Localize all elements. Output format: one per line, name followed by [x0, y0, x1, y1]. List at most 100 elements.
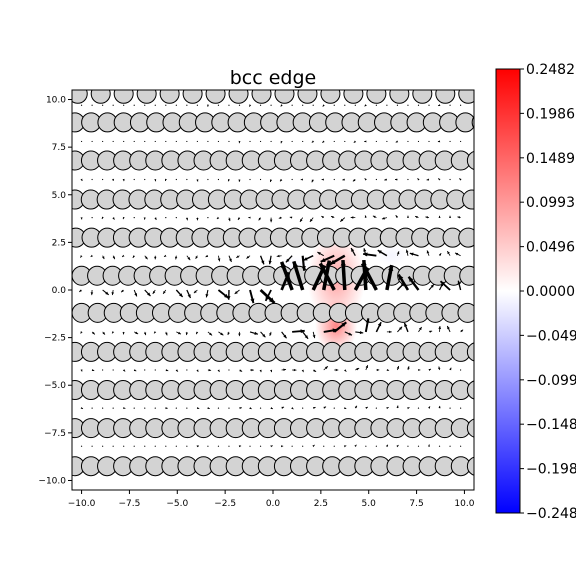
x-tick-label: −5.0: [166, 499, 188, 509]
displacement-arrow: [333, 104, 335, 106]
x-tick-label: −2.5: [214, 499, 236, 509]
displacement-arrow: [418, 368, 421, 372]
colorbar-tick-label: 0.0496: [526, 240, 575, 256]
displacement-arrow: [417, 104, 420, 106]
displacement-arrow: [248, 216, 251, 219]
displacement-arrow: [123, 140, 125, 143]
atom-marker: [343, 90, 364, 104]
displacement-arrow: [112, 369, 114, 371]
displacement-arrow: [428, 140, 430, 143]
displacement-arrow: [174, 255, 178, 260]
displacement-arrow: [153, 331, 157, 334]
displacement-arrow: [281, 368, 287, 372]
displacement-arrow: [449, 407, 451, 409]
displacement-arrow: [301, 255, 306, 271]
displacement-arrow: [449, 445, 451, 447]
displacement-arrow: [238, 445, 242, 448]
displacement-arrow: [121, 254, 125, 258]
atom-marker: [458, 227, 474, 248]
displacement-arrow: [438, 252, 442, 256]
displacement-arrow: [407, 104, 409, 106]
displacement-arrow: [350, 216, 356, 219]
atom-marker: [466, 380, 474, 400]
atom-marker: [228, 90, 249, 104]
displacement-arrow: [292, 329, 305, 334]
atom-marker: [462, 189, 474, 210]
displacement-arrow: [207, 331, 213, 336]
displacement-arrow: [291, 407, 294, 410]
displacement-arrow: [239, 369, 243, 372]
displacement-arrow: [80, 445, 83, 447]
displacement-arrow: [365, 364, 369, 371]
displacement-arrow: [353, 140, 357, 143]
displacement-arrow: [364, 318, 370, 333]
displacement-arrow: [403, 322, 409, 333]
displacement-arrow: [276, 254, 282, 258]
displacement-arrow: [206, 104, 209, 107]
atom-marker: [466, 456, 474, 476]
colorbar: 0.2482 0.1986 0.1489 0.0993 0.0496 0.0000 −0.0…: [495, 62, 576, 522]
displacement-arrow: [311, 140, 315, 143]
displacement-arrow: [460, 140, 462, 143]
displacement-arrow: [342, 178, 345, 181]
chart-title: bcc edge: [230, 67, 317, 89]
displacement-arrow: [91, 369, 95, 372]
displacement-arrow: [175, 369, 179, 372]
y-tick-label: 7.5: [52, 143, 66, 153]
displacement-arrow: [133, 178, 135, 181]
displacement-arrow: [102, 407, 104, 409]
displacement-arrow: [285, 255, 293, 263]
displacement-arrow: [344, 140, 346, 143]
displacement-arrow: [344, 369, 347, 372]
atom-marker: [475, 266, 494, 285]
displacement-arrow: [102, 255, 105, 260]
displacement-arrow: [80, 104, 83, 106]
displacement-arrow: [417, 140, 420, 143]
plot-area: [72, 90, 494, 490]
displacement-arrow: [291, 178, 293, 181]
displacement-arrow: [228, 369, 230, 371]
displacement-arrow: [228, 407, 230, 409]
displacement-arrow: [281, 445, 284, 448]
x-tick-label: 2.5: [314, 499, 328, 509]
displacement-arrow: [323, 445, 325, 447]
displacement-arrow: [322, 104, 325, 107]
displacement-arrow: [91, 104, 93, 106]
displacement-arrow: [154, 217, 157, 221]
displacement-arrow: [133, 289, 138, 297]
displacement-arrow: [91, 140, 93, 143]
colorbar-tick-label: 0.2482: [526, 62, 575, 78]
displacement-arrow: [102, 104, 104, 106]
displacement-arrow: [186, 369, 188, 371]
displacement-arrow: [360, 262, 378, 291]
displacement-arrow: [196, 104, 198, 106]
displacement-arrow: [228, 104, 230, 106]
displacement-arrow: [101, 216, 104, 220]
displacement-arrow: [259, 255, 265, 265]
displacement-arrow: [250, 368, 254, 372]
displacement-arrow: [132, 255, 135, 259]
displacement-arrow: [426, 250, 430, 256]
displacement-arrow: [238, 331, 241, 337]
displacement-arrow: [344, 331, 353, 336]
displacement-arrow: [122, 331, 125, 335]
displacement-arrow: [78, 289, 82, 293]
displacement-arrow: [164, 178, 167, 182]
displacement-arrow: [343, 406, 347, 410]
displacement-arrow: [302, 104, 304, 106]
displacement-arrow: [279, 178, 283, 182]
displacement-arrow: [186, 407, 188, 409]
atom-marker: [466, 150, 474, 171]
x-axis: −10.0 −7.5 −5.0 −2.5 0.0 2.5 5.0 7.5 10.0: [68, 490, 475, 509]
atom-marker: [320, 90, 341, 104]
displacement-arrow: [449, 367, 452, 371]
displacement-arrow: [460, 445, 462, 447]
displacement-arrow: [196, 217, 199, 221]
displacement-arrow: [154, 104, 156, 106]
displacement-arrow: [228, 255, 232, 263]
displacement-arrow: [291, 445, 293, 447]
displacement-arrow: [278, 216, 282, 219]
atom-marker: [458, 90, 474, 104]
displacement-arrow: [365, 445, 367, 447]
